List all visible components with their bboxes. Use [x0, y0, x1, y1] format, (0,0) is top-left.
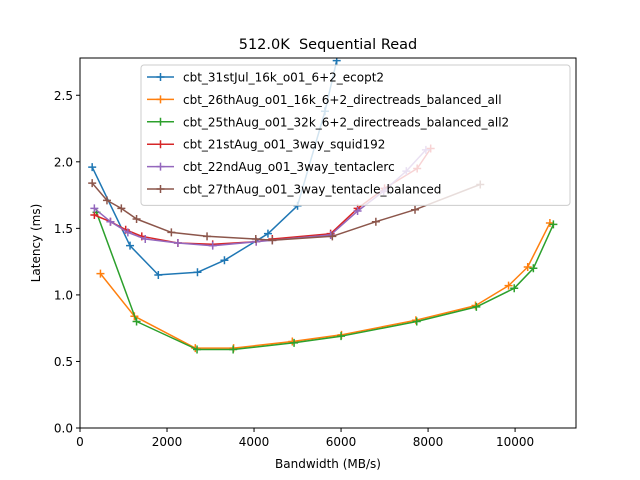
y-tick-label: 1.5	[54, 222, 73, 236]
data-point	[326, 231, 335, 240]
legend-label: cbt_25thAug_o01_32k_6+2_directreads_bala…	[183, 115, 509, 129]
legend-marker	[156, 185, 165, 193]
y-axis-label: Latency (ms)	[29, 204, 43, 283]
data-point	[90, 204, 99, 213]
data-point	[251, 235, 260, 244]
legend-marker	[156, 117, 165, 126]
data-point	[263, 229, 272, 238]
data-point	[412, 317, 421, 326]
data-point	[88, 179, 97, 188]
data-point	[545, 219, 554, 228]
data-point	[529, 264, 538, 273]
plot-frame	[79, 57, 577, 429]
legend-label: cbt_22ndAug_o01_3way_tentaclerc	[183, 160, 395, 174]
x-tick-label: 4000	[239, 435, 270, 449]
legend: cbt_31stJul_16k_o01_6+2_ecopt2 cbt_26thAu…	[140, 64, 571, 206]
data-point	[117, 204, 126, 213]
data-point	[123, 228, 132, 237]
legend-marker	[156, 140, 165, 149]
x-tick-label: 6000	[326, 435, 357, 449]
data-point	[371, 217, 380, 226]
data-point	[504, 281, 513, 290]
x-tick-label: 8000	[413, 435, 444, 449]
legend-label: cbt_27thAug_o01_3way_tentacle_balanced	[183, 183, 441, 197]
y-tick-label: 1.0	[54, 288, 73, 302]
data-point	[102, 196, 111, 205]
legend-box	[140, 64, 571, 206]
data-point	[167, 228, 176, 237]
data-point	[549, 220, 558, 229]
chart-title: 512.0K Sequential Read	[239, 37, 418, 53]
data-point	[154, 270, 163, 279]
data-point	[288, 337, 297, 346]
data-point	[220, 256, 229, 265]
data-point	[523, 262, 532, 271]
legend-marker	[156, 95, 165, 104]
legend-marker	[156, 73, 165, 81]
data-point	[106, 217, 115, 226]
data-point	[328, 232, 337, 241]
data-point	[193, 345, 202, 354]
x-axis-label: Bandwidth (MB/s)	[275, 457, 381, 471]
y-tick-label: 0.5	[54, 355, 73, 369]
data-point	[337, 332, 346, 341]
legend-label: cbt_31stJul_16k_o01_6+2_ecopt2	[183, 71, 384, 85]
y-tick-label: 0.0	[54, 422, 73, 436]
series-line-6	[91, 182, 482, 242]
data-point	[229, 345, 238, 354]
legend-marker	[156, 162, 165, 171]
y-axis: 0.0 0.5 1.0 1.5 2.0 2.5	[54, 89, 80, 436]
data-point	[132, 215, 141, 224]
data-point	[472, 302, 481, 311]
data-point	[88, 163, 97, 172]
data-point	[141, 235, 150, 244]
data-point	[96, 269, 105, 278]
data-point	[411, 205, 420, 214]
y-tick-label: 2.5	[54, 89, 73, 103]
data-point	[510, 284, 519, 293]
data-point	[353, 207, 362, 216]
data-point	[411, 316, 420, 325]
x-tick-label: 10000	[496, 435, 534, 449]
x-tick-label: 0	[76, 435, 84, 449]
data-point	[208, 241, 217, 250]
data-point	[290, 338, 299, 347]
x-tick-label: 2000	[152, 435, 183, 449]
x-axis: 0 2000 4000 6000 8000 10000	[76, 428, 534, 449]
legend-label: cbt_26thAug_o01_16k_6+2_directreads_bala…	[183, 93, 502, 107]
data-point	[193, 268, 202, 277]
data-point	[203, 232, 212, 241]
data-point	[332, 58, 341, 65]
data-point	[173, 239, 182, 247]
data-point	[132, 317, 141, 326]
legend-label: cbt_21stAug_o01_3way_squid192	[183, 138, 385, 152]
data-point	[268, 236, 277, 245]
data-point	[126, 241, 135, 250]
y-tick-label: 2.0	[54, 155, 73, 169]
